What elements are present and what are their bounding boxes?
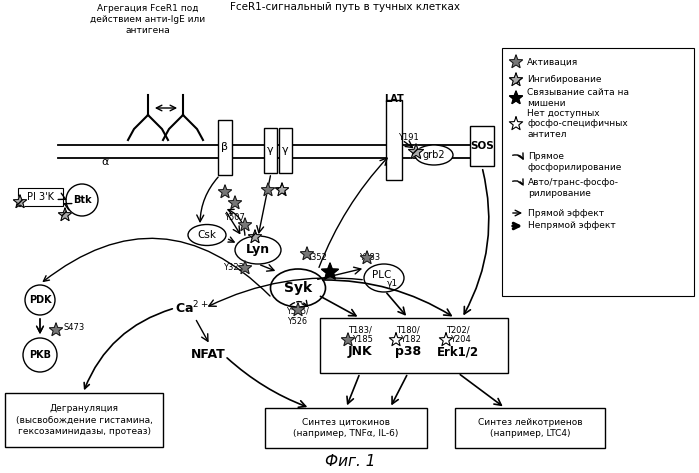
Text: Дегрануляция
(высвобождение гистамина,
гексозаминидазы, протеаз): Дегрануляция (высвобождение гистамина, г… — [15, 403, 152, 436]
Text: PI 3'K: PI 3'K — [27, 192, 54, 202]
Bar — [386, 100, 402, 180]
Text: Нет доступных
фосфо-специфичных
антител: Нет доступных фосфо-специфичных антител — [527, 109, 628, 139]
Text: Csk: Csk — [198, 230, 217, 240]
Text: PKB: PKB — [29, 350, 51, 360]
Text: PDK: PDK — [29, 295, 51, 305]
Circle shape — [23, 338, 57, 372]
Text: Y323: Y323 — [224, 263, 245, 272]
Text: T180/: T180/ — [396, 325, 420, 334]
Text: Y783: Y783 — [359, 254, 380, 263]
Text: grb2: grb2 — [423, 150, 445, 160]
Text: Прямое
фосфорилирование: Прямое фосфорилирование — [528, 152, 622, 172]
Polygon shape — [50, 323, 63, 336]
Polygon shape — [238, 261, 252, 274]
Bar — [279, 128, 292, 173]
Text: PLC: PLC — [373, 270, 391, 280]
Text: Y182: Y182 — [400, 335, 420, 344]
Polygon shape — [229, 196, 242, 209]
Polygon shape — [440, 333, 453, 346]
Bar — [218, 120, 232, 175]
Text: γ1: γ1 — [387, 280, 398, 289]
Text: Y204: Y204 — [449, 335, 470, 344]
Text: p38: p38 — [395, 345, 421, 359]
Polygon shape — [261, 183, 275, 196]
Ellipse shape — [188, 225, 226, 245]
Ellipse shape — [271, 269, 326, 307]
Text: Прямой эффект: Прямой эффект — [528, 209, 604, 218]
Text: Y352: Y352 — [305, 253, 326, 262]
Text: β: β — [222, 142, 229, 152]
Text: S473: S473 — [64, 324, 85, 333]
Polygon shape — [510, 91, 523, 104]
Polygon shape — [13, 195, 27, 208]
Polygon shape — [341, 333, 354, 346]
Ellipse shape — [235, 236, 281, 264]
Text: Синтез цитокинов
(например, TNFα, IL-6): Синтез цитокинов (например, TNFα, IL-6) — [294, 418, 398, 438]
Polygon shape — [510, 73, 523, 86]
Text: Btk: Btk — [73, 195, 92, 205]
Bar — [18, 188, 63, 206]
Polygon shape — [58, 208, 72, 221]
Polygon shape — [238, 218, 252, 231]
Polygon shape — [361, 251, 374, 263]
Polygon shape — [322, 263, 338, 279]
Text: JNK: JNK — [347, 345, 373, 359]
Text: Авто/транс-фосфо-
рилирование: Авто/транс-фосфо- рилирование — [528, 178, 619, 198]
Bar — [265, 408, 427, 448]
Text: Агрегация FceR1 под
действием анти-IgE или
антигена: Агрегация FceR1 под действием анти-IgE и… — [90, 4, 206, 35]
Text: SOS: SOS — [470, 141, 494, 151]
Text: γ: γ — [267, 145, 274, 155]
Text: Непрямой эффект: Непрямой эффект — [528, 221, 616, 230]
Bar — [320, 318, 508, 373]
Circle shape — [66, 184, 98, 216]
Text: Y191: Y191 — [398, 133, 419, 142]
Polygon shape — [389, 333, 403, 346]
Polygon shape — [275, 183, 289, 196]
Text: γ: γ — [282, 145, 289, 155]
Polygon shape — [291, 303, 305, 315]
Bar — [455, 408, 605, 448]
Text: Erk1/2: Erk1/2 — [437, 345, 479, 359]
Text: Syk: Syk — [284, 281, 312, 295]
Text: Ингибирование: Ингибирование — [527, 76, 602, 85]
Text: α: α — [101, 157, 108, 167]
Text: LAT: LAT — [384, 94, 404, 104]
Polygon shape — [218, 185, 231, 198]
Bar — [5, 393, 163, 447]
Text: Синтез лейкотриенов
(например, LTC4): Синтез лейкотриенов (например, LTC4) — [477, 418, 582, 438]
Text: Связывание сайта на
мишени: Связывание сайта на мишени — [527, 88, 629, 108]
Text: T183/: T183/ — [348, 325, 372, 334]
Text: NFAT: NFAT — [191, 349, 225, 361]
Text: Y525/
Y526: Y525/ Y526 — [286, 307, 308, 326]
Ellipse shape — [415, 145, 453, 165]
Bar — [264, 128, 277, 173]
Text: Ca$^{2+}$: Ca$^{2+}$ — [175, 300, 209, 316]
Bar — [470, 126, 494, 166]
Circle shape — [25, 285, 55, 315]
Text: Lyn: Lyn — [246, 244, 270, 256]
Bar — [502, 48, 694, 296]
Text: Y507: Y507 — [224, 213, 245, 222]
Text: Активация: Активация — [527, 58, 578, 67]
Polygon shape — [248, 230, 261, 243]
Polygon shape — [301, 247, 314, 260]
Polygon shape — [510, 117, 523, 130]
Text: Фиг. 1: Фиг. 1 — [325, 455, 375, 470]
Text: FceR1-сигнальный путь в тучных клетках: FceR1-сигнальный путь в тучных клетках — [230, 2, 460, 12]
Ellipse shape — [364, 264, 404, 292]
Polygon shape — [510, 55, 523, 68]
Text: Y185: Y185 — [352, 335, 373, 344]
Polygon shape — [408, 144, 424, 158]
Text: T202/: T202/ — [446, 325, 470, 334]
